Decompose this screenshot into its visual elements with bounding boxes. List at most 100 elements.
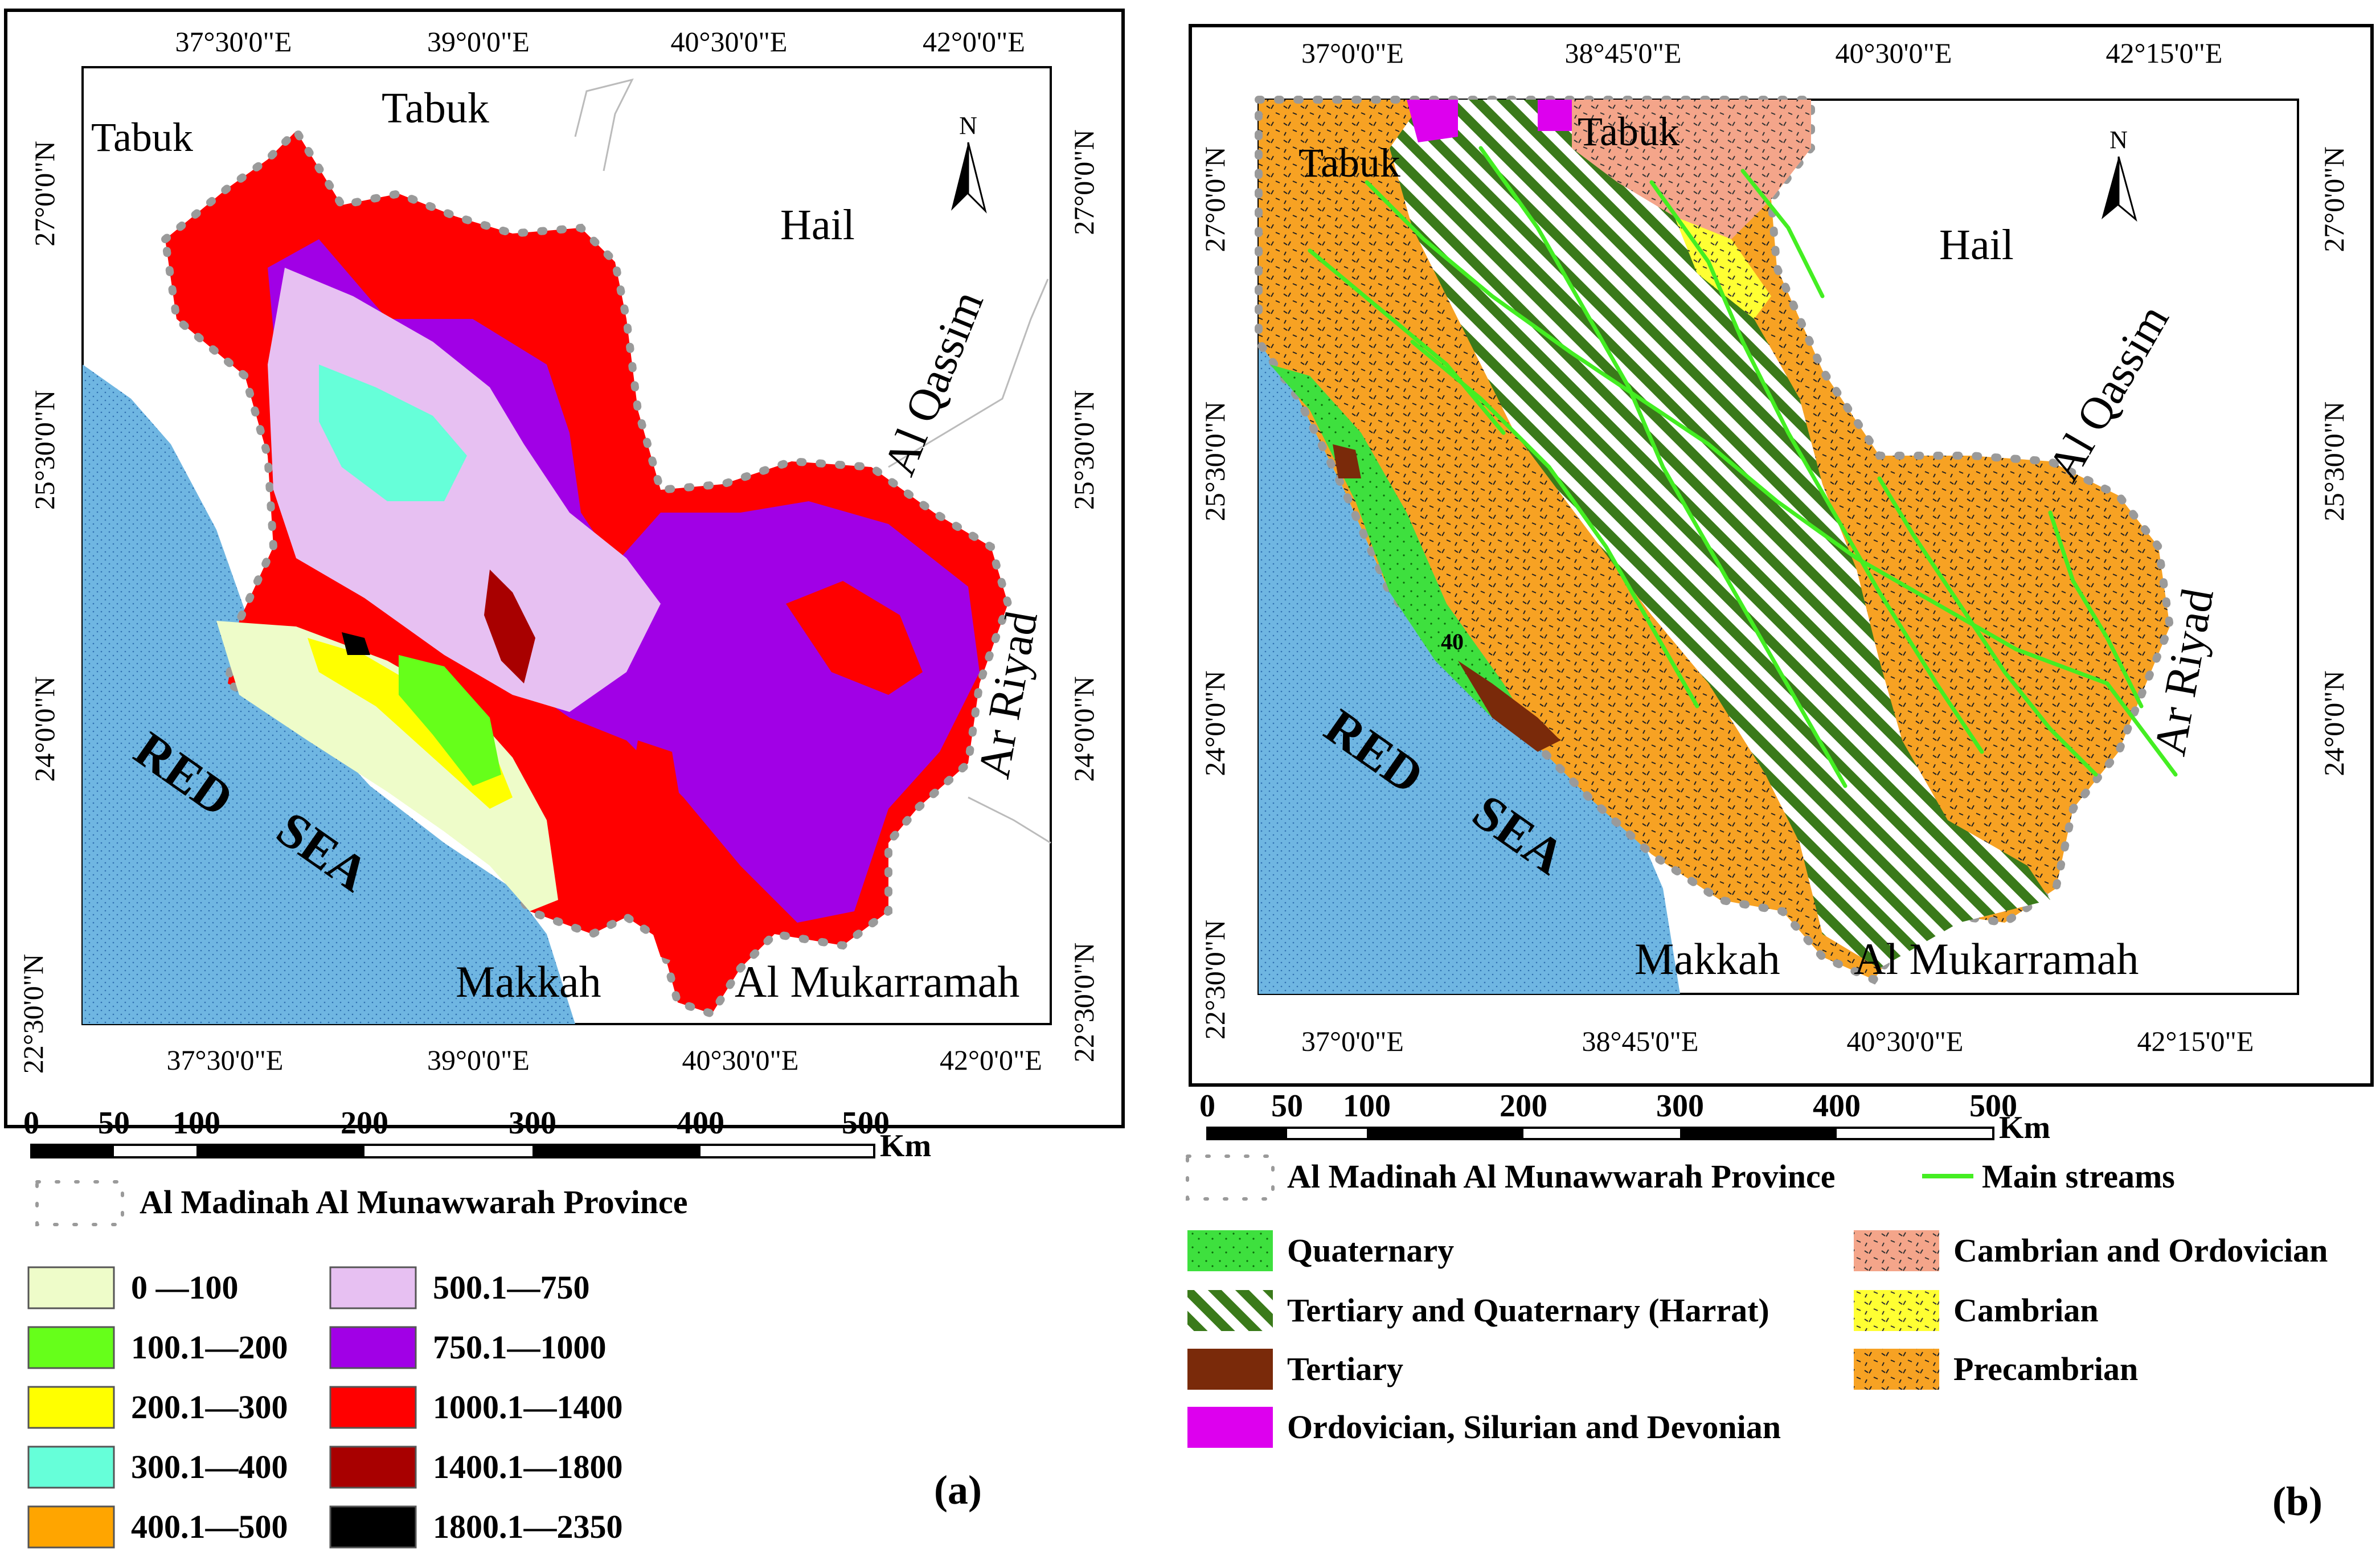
elevation-1000-1400-south — [626, 740, 695, 968]
legend-boundary-a: Al Madinah Al Munawwarah Province — [140, 1184, 687, 1221]
geology-ordovician — [1407, 100, 1458, 142]
svg-text:300: 300 — [1656, 1088, 1704, 1124]
svg-text:50: 50 — [98, 1106, 130, 1141]
route-label: 40 — [1441, 629, 1464, 654]
lon-bottom-b-1: 38°45'0"E — [1582, 1025, 1699, 1057]
place-al-mukarramah-b: Al Mukarramah — [1854, 934, 2139, 984]
svg-text:300: 300 — [509, 1106, 556, 1141]
elevation-label-8: 1400.1—1800 — [433, 1448, 623, 1485]
place-hail-b: Hail — [1939, 221, 2014, 269]
place-tabuk-north-b: Tabuk — [1578, 109, 1679, 154]
elevation-label-9: 1800.1—2350 — [433, 1508, 623, 1545]
elevation-swatch-8 — [329, 1446, 417, 1489]
geology-label-2: Tertiary — [1287, 1350, 1403, 1387]
elevation-swatch-2 — [27, 1386, 115, 1429]
geology-tertiary-2 — [1333, 444, 1361, 478]
riyad-border — [968, 796, 1051, 844]
place-hail: Hail — [780, 201, 855, 249]
elevation-swatch-5 — [329, 1266, 417, 1309]
geology-swatch-2 — [1187, 1349, 1273, 1390]
geology-swatch-0 — [1187, 1230, 1273, 1271]
lon-bottom-a-1: 39°0'0"E — [427, 1044, 530, 1076]
elevation-label-5: 500.1—750 — [433, 1269, 590, 1306]
elevation-label-6: 750.1—1000 — [433, 1329, 607, 1366]
lon-top-a-3: 42°0'0"E — [923, 26, 1025, 58]
lat-right-a-2: 24°0'0"N — [1068, 676, 1100, 782]
svg-text:N: N — [2109, 126, 2128, 154]
elevation-label-2: 200.1—300 — [131, 1389, 288, 1426]
geology-cambrian-ordovician — [1572, 100, 1811, 239]
svg-text:N: N — [959, 112, 977, 140]
elevation-1000-1400-east — [786, 581, 923, 695]
elevation-label-7: 1000.1—1400 — [433, 1389, 623, 1426]
elevation-300-400 — [319, 365, 467, 501]
elevation-swatch-1 — [27, 1326, 115, 1369]
legend-boundary-b: Al Madinah Al Munawwarah Province — [1287, 1158, 1835, 1195]
elevation-500-750 — [268, 268, 661, 712]
elevation-100-200 — [399, 655, 501, 786]
lat-left-b-2: 24°0'0"N — [1199, 670, 1231, 776]
lat-right-a-1: 25°30'0"N — [1068, 390, 1100, 510]
legend-b: Al Madinah Al Munawwarah Province Main s… — [1186, 1154, 2328, 1448]
elevation-label-4: 400.1—500 — [131, 1508, 288, 1545]
geology-ordovician-2 — [1538, 100, 1572, 131]
svg-text:500: 500 — [842, 1106, 890, 1141]
place-tabuk-b: Tabuk — [1298, 140, 1400, 186]
svg-text:100: 100 — [1343, 1088, 1391, 1124]
lon-top-b-3: 42°15'0"E — [2106, 37, 2223, 69]
panel-b-label: (b) — [2272, 1479, 2322, 1524]
lon-top-b-1: 38°45'0"E — [1565, 37, 1682, 69]
lon-top-a-1: 39°0'0"E — [427, 26, 530, 58]
lon-top-a-0: 37°30'0"E — [175, 26, 292, 58]
lon-bottom-a-0: 37°30'0"E — [167, 1044, 284, 1076]
elevation-swatch-7 — [329, 1386, 417, 1429]
geology-cambrian — [1674, 216, 1771, 319]
elevation-0-100 — [216, 621, 558, 911]
elevation-label-0: 0 —100 — [131, 1269, 239, 1306]
lat-right-a-0: 27°0'0"N — [1068, 129, 1100, 235]
geology-tertiary — [1458, 661, 1560, 752]
svg-text:Km: Km — [1999, 1110, 2050, 1145]
geology-label-4: Cambrian and Ordovician — [1953, 1232, 2328, 1269]
place-makkah: Makkah — [456, 957, 601, 1006]
geology-swatch-1 — [1187, 1290, 1273, 1331]
geology-label-3: Ordovician, Silurian and Devonian — [1287, 1409, 1781, 1446]
svg-text:100: 100 — [173, 1106, 220, 1141]
place-tabuk-west: Tabuk — [91, 114, 193, 160]
svg-text:50: 50 — [1271, 1088, 1303, 1124]
lon-top-b-0: 37°0'0"E — [1301, 37, 1404, 69]
place-al-mukarramah: Al Mukarramah — [735, 957, 1019, 1006]
lat-right-b-2: 24°0'0"N — [2318, 670, 2350, 776]
lon-bottom-a-3: 42°0'0"E — [940, 1044, 1042, 1076]
lon-top-a-2: 40°30'0"E — [671, 26, 788, 58]
lat-left-a-3: 22°30'0"N — [17, 954, 49, 1074]
boundary-swatch-b — [1186, 1154, 1275, 1201]
geology-swatch-3 — [1187, 1407, 1273, 1448]
north-arrow-a: N — [951, 112, 987, 214]
geology-swatch-4 — [1854, 1230, 1939, 1271]
elevation-1400-1800 — [484, 570, 535, 683]
main-streams — [1308, 146, 2178, 788]
geology-swatch-6 — [1854, 1349, 1939, 1390]
boundary-swatch-a — [35, 1180, 124, 1226]
panel-a-label: (a) — [934, 1467, 982, 1513]
geology-label-0: Quaternary — [1287, 1232, 1454, 1269]
lat-left-a-2: 24°0'0"N — [28, 676, 60, 782]
scale-bar-a: 0 50 100 200 300 400 500 Km — [23, 1106, 931, 1164]
lat-right-a-3: 22°30'0"N — [1068, 943, 1100, 1063]
tabuk-hail-border — [574, 78, 634, 171]
panel-a: N Tabuk Tabuk Hail Al Qassim Ar Riyad Ma… — [4, 9, 1125, 1549]
geology-swatch-5 — [1854, 1290, 1939, 1331]
lat-left-b-3: 22°30'0"N — [1199, 920, 1231, 1040]
lat-right-b-1: 25°30'0"N — [2318, 402, 2350, 522]
lon-bottom-b-2: 40°30'0"E — [1847, 1025, 1964, 1057]
elevation-swatch-6 — [329, 1326, 417, 1369]
north-arrow-b: N — [2102, 126, 2137, 222]
elevation-swatch-9 — [329, 1505, 417, 1549]
svg-text:400: 400 — [677, 1106, 724, 1141]
lat-right-b-0: 27°0'0"N — [2318, 146, 2350, 252]
elevation-label-1: 100.1—200 — [131, 1329, 288, 1366]
place-makkah-b: Makkah — [1635, 934, 1780, 984]
legend-streams: Main streams — [1982, 1158, 2175, 1195]
